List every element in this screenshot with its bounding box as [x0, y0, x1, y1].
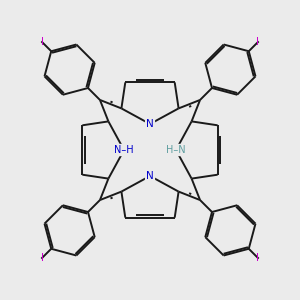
Text: I: I [256, 253, 260, 263]
Text: N–H: N–H [114, 145, 134, 155]
Text: I: I [40, 253, 43, 263]
Text: N: N [146, 119, 154, 129]
Text: I: I [256, 37, 260, 47]
Text: N: N [146, 171, 154, 181]
Text: I: I [40, 37, 43, 47]
Text: H–N: H–N [166, 145, 186, 155]
